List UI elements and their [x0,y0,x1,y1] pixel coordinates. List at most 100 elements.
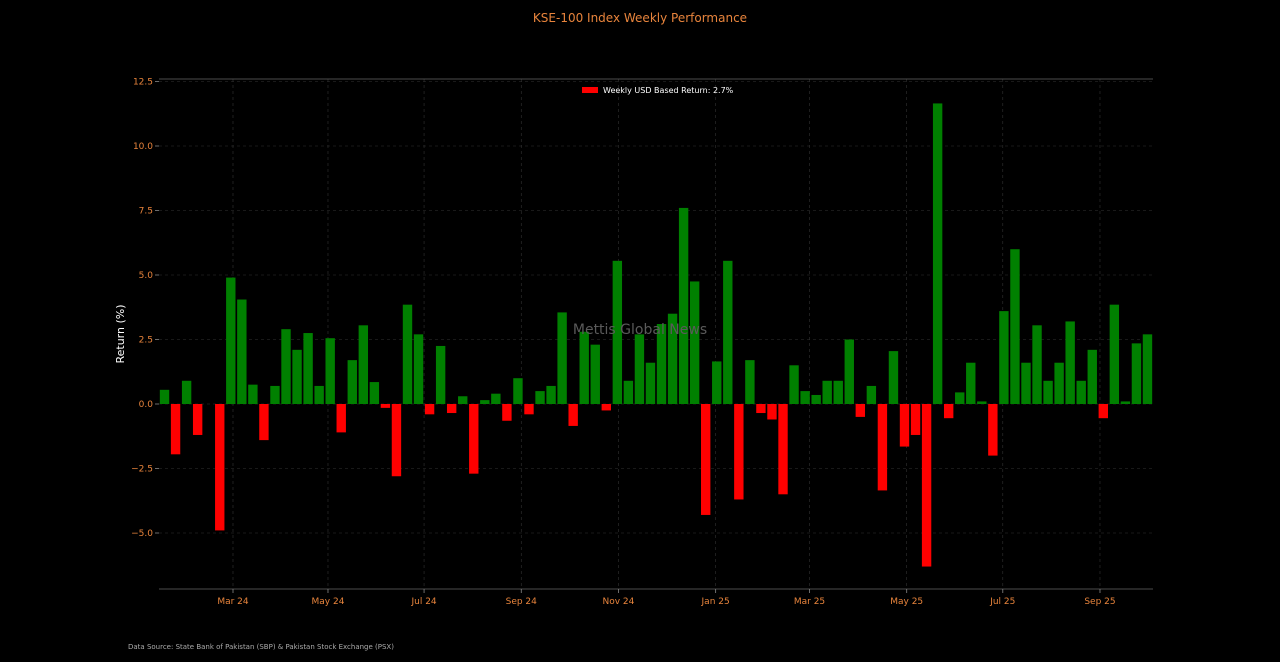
bar [1087,349,1097,404]
bar [314,385,324,404]
legend: Weekly USD Based Return: 2.7% [582,86,734,95]
legend-label: Weekly USD Based Return: 2.7% [603,86,734,95]
bar [424,404,435,415]
y-tick-label: 2.5 [139,336,153,346]
x-tick-label: May 24 [312,597,345,607]
bar [292,349,302,404]
bar [855,404,866,417]
bar [745,360,755,404]
bar [712,361,722,404]
bar [645,362,656,404]
y-axis-ticks: 12.5 10.0 7.5 5.0 2.5 0.0 −2.5 −5.0 [131,78,159,539]
bar [767,404,777,420]
bar [237,299,247,404]
bar [910,404,921,435]
source-note: Data Source: State Bank of Pakistan (SBP… [128,643,394,651]
bar [458,396,468,404]
bar [435,345,446,404]
bar [469,404,479,474]
bar [966,362,976,404]
bar [524,404,534,415]
bar [833,380,843,404]
bar [921,404,932,567]
bar [789,365,799,404]
bar [822,380,832,404]
y-tick-label: 7.5 [139,207,153,217]
bar [678,207,689,404]
bar [1010,249,1020,404]
bar [701,404,711,515]
y-tick-label: 12.5 [133,78,153,88]
bar [413,334,424,404]
bar [170,404,181,455]
bar [1142,334,1153,404]
bar [491,393,501,404]
x-tick-label: Jan 25 [701,597,730,607]
bar [535,391,545,404]
bar [1054,362,1064,404]
bar [634,334,645,404]
bar [1043,380,1053,404]
x-tick-label: Jul 25 [989,597,1015,607]
x-axis-ticks: Mar 24 May 24 Jul 24 Sep 24 Nov 24 Jan 25 Mar … [217,589,1116,607]
bar [281,329,291,404]
bar [988,404,998,456]
x-tick-label: Sep 24 [506,597,538,607]
bar [502,404,512,421]
bar [1109,304,1120,404]
bar [778,404,788,495]
bar [546,385,556,404]
bar [325,338,335,404]
bar [259,404,269,441]
bar [215,404,225,531]
bar [999,311,1009,404]
y-tick-label: 5.0 [139,271,154,281]
y-tick-label: 0.0 [139,400,154,410]
grid [159,79,1153,589]
bar [756,404,766,414]
bar [336,404,346,433]
bar [1131,343,1142,404]
y-tick-label: 10.0 [133,142,153,152]
bar [380,404,391,408]
bar [623,380,634,404]
bar [226,277,236,404]
bar [159,389,170,404]
bar [270,385,280,404]
axes [159,78,1153,590]
bar [811,394,821,404]
x-tick-label: Mar 25 [794,597,825,607]
bar [557,312,567,404]
bar [866,385,877,404]
chart-title: KSE-100 Index Weekly Performance [533,11,747,25]
watermark: Mettis Global News [573,322,707,338]
y-tick-label: −2.5 [131,465,153,475]
bar [899,404,910,447]
x-tick-label: Nov 24 [603,597,635,607]
bar [601,404,611,411]
x-tick-label: Sep 25 [1084,597,1115,607]
y-axis-label: Return (%) [114,304,127,363]
x-tick-label: May 25 [890,597,923,607]
bar [1076,380,1086,404]
bar [955,392,965,404]
bar [656,324,667,404]
bar [480,400,490,404]
y-tick-label: −5.0 [131,529,153,539]
bar [800,391,810,404]
x-tick-label: Mar 24 [217,597,249,607]
bar [446,404,457,414]
bar [943,404,954,419]
bar [513,378,523,404]
bar [888,351,899,404]
bar [181,380,192,404]
bar [689,281,700,404]
bar [358,325,369,404]
bar [303,333,313,404]
legend-swatch [582,87,598,93]
bar [369,382,380,404]
bar [402,304,413,404]
bar [932,103,943,405]
bar [612,260,623,404]
